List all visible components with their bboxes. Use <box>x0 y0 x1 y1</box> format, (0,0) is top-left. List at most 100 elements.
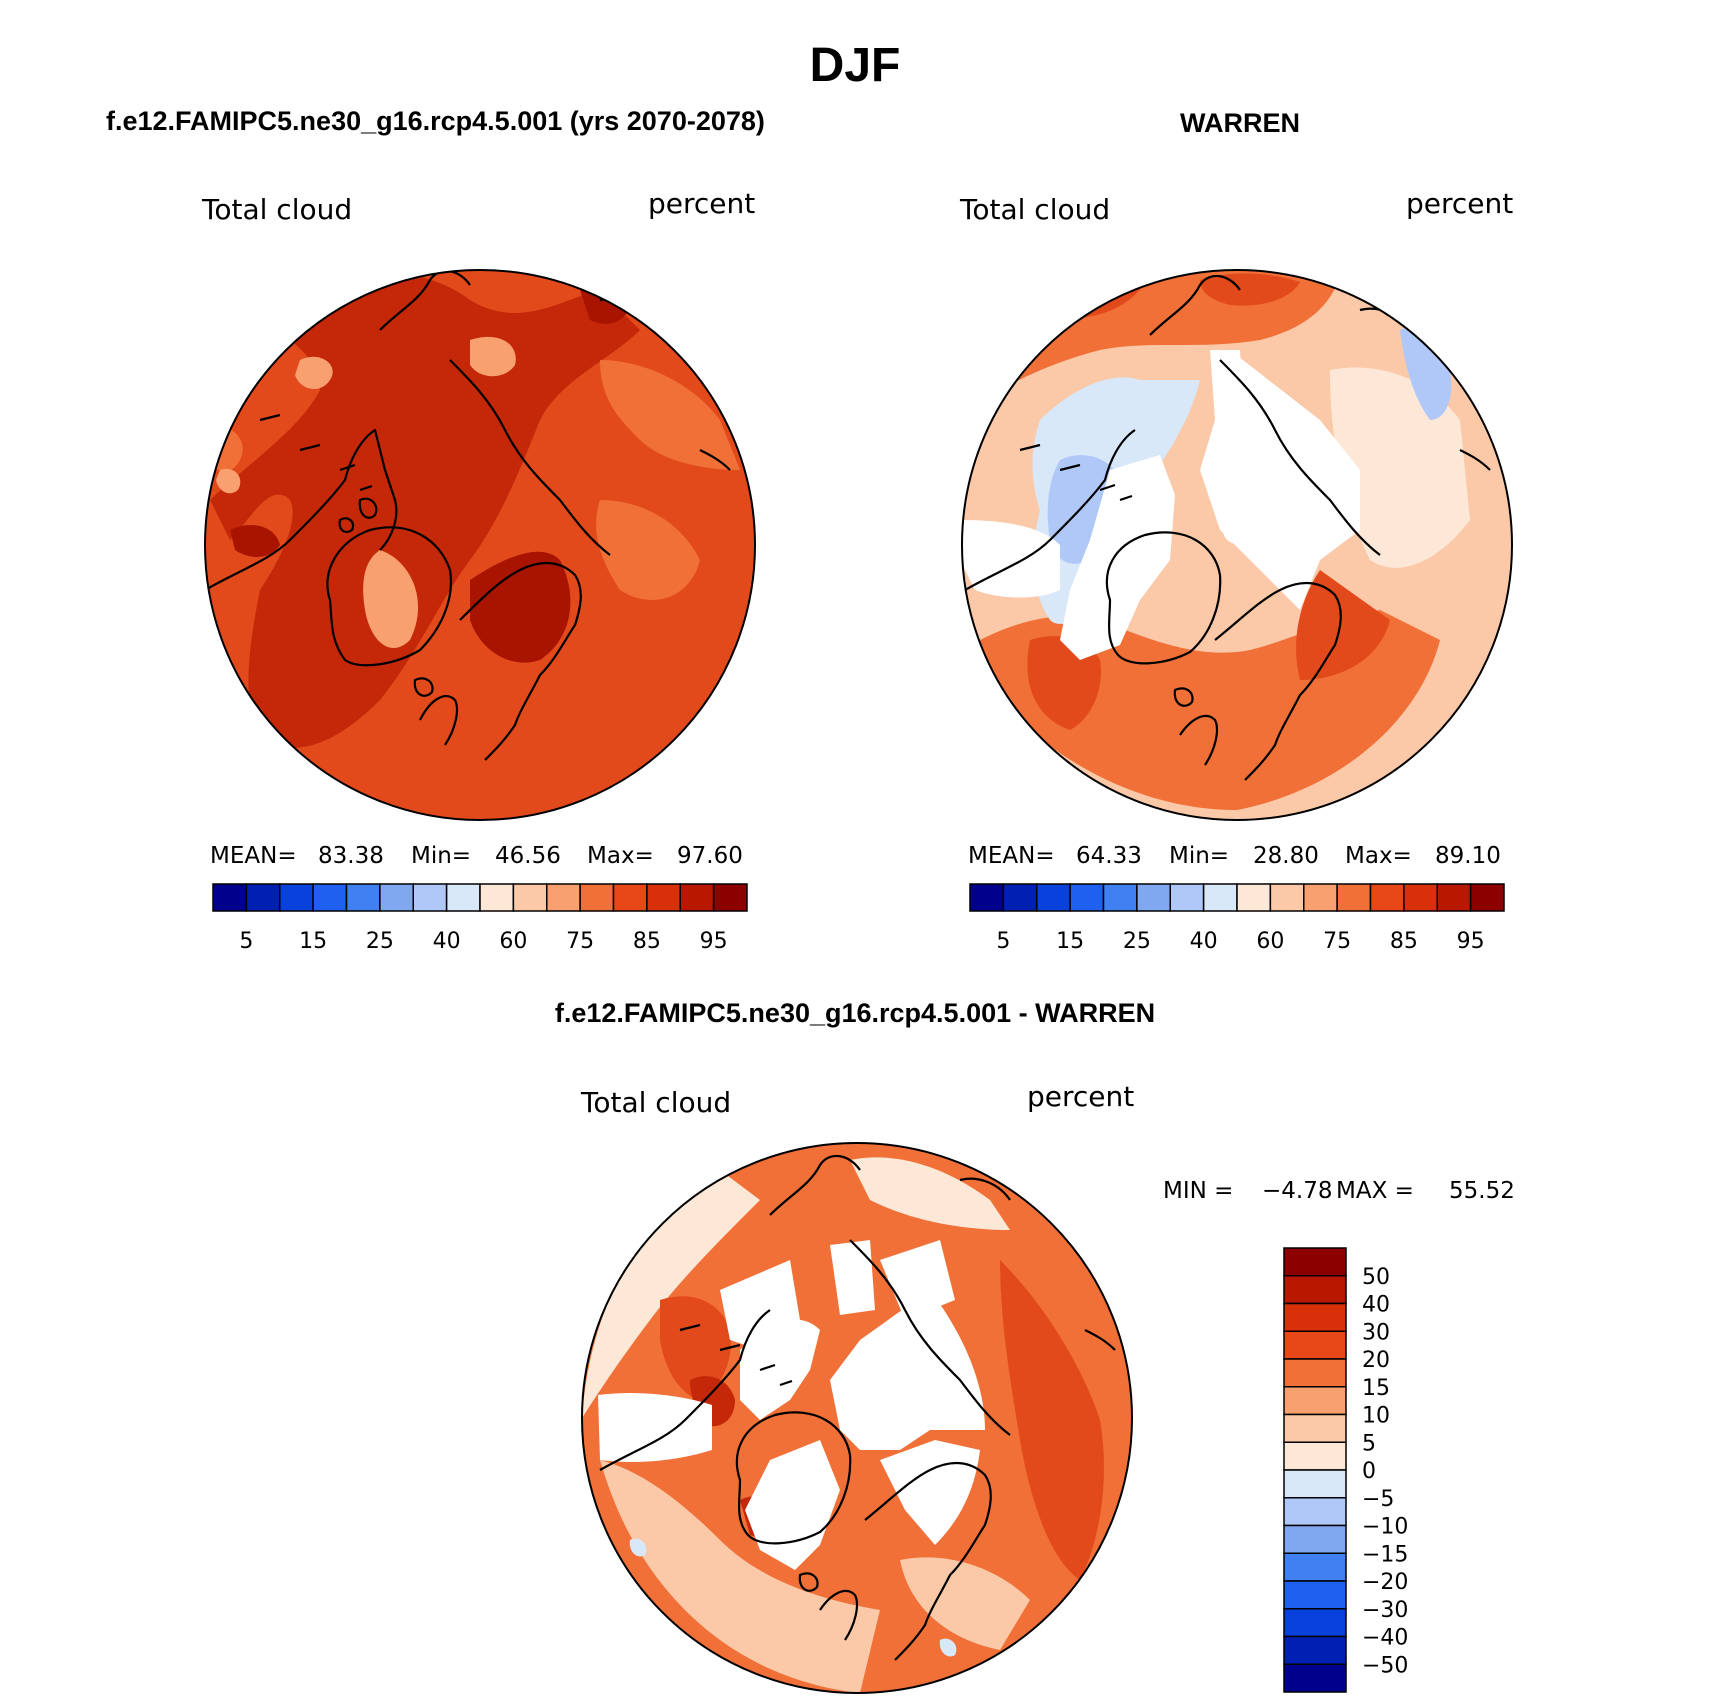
colorbar-obs-swatch <box>1202 883 1238 912</box>
colorbar-diff-swatch <box>1283 1330 1347 1360</box>
colorbar-obs-tick-label: 60 <box>1256 929 1284 954</box>
map-model-darker-region <box>230 525 280 557</box>
colorbar-obs-tick-label: 95 <box>1457 929 1485 954</box>
panel-obs-mean-label: MEAN= <box>968 843 1055 869</box>
colorbar-diff-tick-label: −5 <box>1362 1487 1394 1512</box>
colorbar-diff-tick-label: −15 <box>1362 1542 1408 1567</box>
colorbar-obs: 5 15 25 40 60 75 85 95 <box>969 883 1505 954</box>
colorbar-model-swatch <box>512 883 548 912</box>
colorbar-diff-swatch <box>1283 1552 1347 1582</box>
colorbar-diff-tick-label: 50 <box>1362 1265 1390 1290</box>
colorbar-model-tick-label: 60 <box>499 929 527 954</box>
map-obs-missing-data <box>1060 455 1175 660</box>
colorbar-obs-swatch <box>1469 883 1505 912</box>
map-obs-border <box>961 269 1513 821</box>
panel-model-header: f.e12.FAMIPC5.ne30_g16.rcp4.5.001 (yrs 2… <box>106 106 765 136</box>
colorbar-model-swatch <box>546 883 581 912</box>
map-model-pale-region <box>295 356 333 390</box>
map-diff-missing-data <box>880 1440 980 1545</box>
colorbar-diff-tick-label: 5 <box>1362 1431 1376 1456</box>
panel-obs-max-label: Max= <box>1345 843 1412 869</box>
colorbar-model-swatch <box>612 883 648 912</box>
colorbar-diff-tick-label: 15 <box>1362 1376 1390 1401</box>
map-obs-red-region <box>1027 636 1101 730</box>
panel-model-variable: Total cloud <box>202 193 353 226</box>
panel-diff-units: percent <box>1027 1080 1135 1113</box>
colorbar-diff-swatch <box>1283 1386 1347 1416</box>
map-diff <box>582 1143 1132 1693</box>
map-model-pale-region <box>216 468 241 494</box>
colorbar-diff-swatch <box>1283 1580 1347 1610</box>
map-diff-red-region <box>660 1296 731 1400</box>
colorbar-model-swatch <box>312 883 348 912</box>
map-model-pale-region <box>470 336 516 377</box>
panel-diff-variable: Total cloud <box>581 1086 732 1119</box>
panel-diff-header: f.e12.FAMIPC5.ne30_g16.rcp4.5.001 - WARR… <box>554 998 1156 1028</box>
colorbar-obs-swatch <box>1136 883 1171 912</box>
colorbar-obs-swatch <box>969 883 1005 912</box>
map-diff-border <box>581 1142 1133 1694</box>
panel-model-min: 46.56 <box>495 843 561 869</box>
colorbar-obs-swatch <box>1336 883 1372 912</box>
colorbar-obs-tick-label: 75 <box>1323 929 1351 954</box>
colorbar-diff-tick-label: −50 <box>1362 1653 1408 1678</box>
map-obs-pole-hole <box>1223 516 1251 544</box>
map-model-light-region <box>596 500 700 600</box>
colorbar-obs-swatch <box>1002 883 1038 912</box>
map-diff-missing-data <box>745 1440 840 1570</box>
colorbar-diff-tick-label: −10 <box>1362 1515 1408 1540</box>
colorbar-diff-tick-label: 20 <box>1362 1348 1390 1373</box>
colorbar-model-swatch <box>712 883 748 912</box>
colorbar-model-swatch <box>445 883 481 912</box>
colorbar-model-tick-label: 25 <box>366 929 394 954</box>
map-diff-blue-region <box>629 1538 647 1557</box>
panel-diff-min: −4.78 <box>1262 1178 1333 1204</box>
map-model-coastlines <box>205 270 731 761</box>
panel-model-max-label: Max= <box>587 843 654 869</box>
panel-model-mean-label: MEAN= <box>210 843 297 869</box>
map-obs-red-region <box>1200 273 1300 306</box>
map-diff-missing-data <box>598 1393 712 1462</box>
colorbar-diff-tick-label: −40 <box>1362 1626 1408 1651</box>
colorbar-diff-swatch <box>1283 1358 1347 1388</box>
map-diff-coastlines <box>599 1154 1116 1661</box>
map-diff-pale-region <box>600 1460 880 1693</box>
colorbar-model-swatch <box>679 883 715 912</box>
colorbar-diff-tick-label: 30 <box>1362 1320 1390 1345</box>
colorbar-model-swatch <box>345 883 381 912</box>
colorbar-diff-swatch <box>1283 1413 1347 1443</box>
colorbar-diff-tick-label: −20 <box>1362 1570 1408 1595</box>
map-model-darker-region <box>470 551 571 663</box>
colorbar-diff-tick-label: −30 <box>1362 1598 1408 1623</box>
colorbar-obs-swatch <box>1436 883 1472 912</box>
map-obs <box>962 270 1512 820</box>
colorbar-diff-tick-label: 40 <box>1362 1293 1390 1318</box>
colorbar-diff-swatch <box>1283 1469 1347 1499</box>
colorbar-diff-swatch <box>1283 1275 1347 1305</box>
map-model-border <box>204 269 756 821</box>
panel-model-min-label: Min= <box>411 843 472 869</box>
colorbar-diff-swatch <box>1283 1497 1347 1527</box>
colorbar-model-swatch <box>646 883 681 912</box>
map-model-light-region <box>600 360 740 470</box>
colorbar-diff-swatch <box>1283 1302 1347 1332</box>
colorbar-obs-swatch <box>1303 883 1338 912</box>
panel-model-max: 97.60 <box>677 843 743 869</box>
panel-obs-mean: 64.33 <box>1076 843 1142 869</box>
panel-model-units: percent <box>648 187 756 220</box>
colorbar-obs-swatch <box>1102 883 1138 912</box>
panel-model-mean: 83.38 <box>318 843 384 869</box>
colorbar-model-swatch <box>212 883 248 912</box>
colorbar-obs-swatch <box>1369 883 1405 912</box>
colorbar-model-tick-label: 95 <box>700 929 728 954</box>
map-diff-blue-region <box>939 1638 957 1657</box>
colorbar-model-swatch <box>412 883 448 912</box>
panel-obs-header: WARREN <box>1180 108 1300 138</box>
map-diff-pole-hole <box>843 1404 871 1432</box>
colorbar-diff-swatch <box>1283 1441 1347 1471</box>
colorbar-model-swatch <box>479 883 515 912</box>
colorbar-obs-swatch <box>1169 883 1205 912</box>
colorbar-model: 5 15 25 40 60 75 85 95 <box>212 883 748 954</box>
